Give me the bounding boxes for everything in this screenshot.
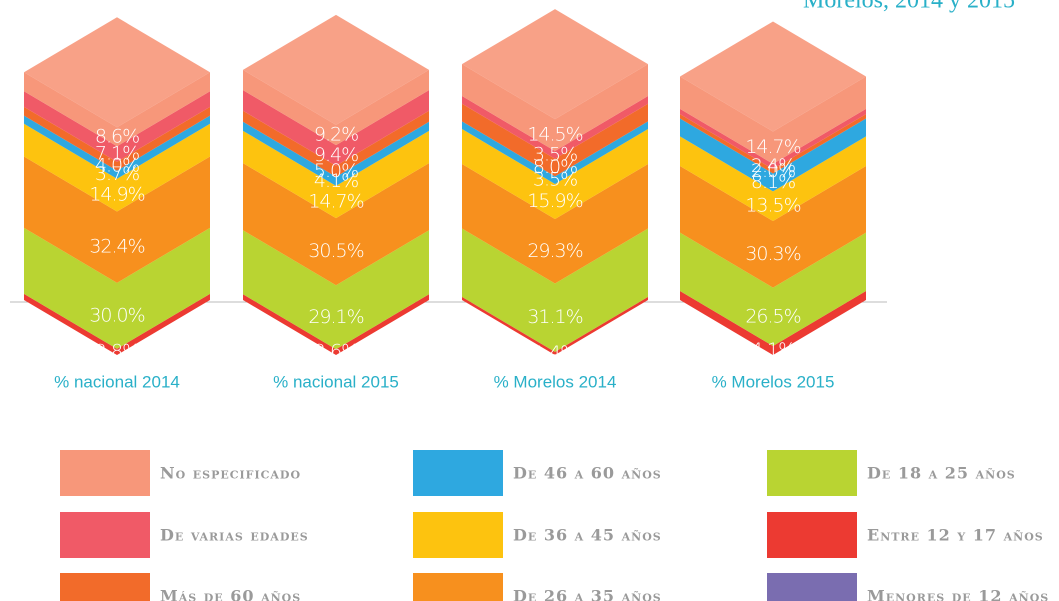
value-label: 30.0% — [89, 304, 144, 326]
value-label: 15.9% — [527, 190, 582, 212]
category-label: % nacional 2014 — [54, 372, 180, 391]
value-label: 8.1% — [751, 171, 795, 193]
segment — [680, 232, 866, 346]
legend-swatch — [767, 512, 857, 558]
category-label: % nacional 2015 — [273, 372, 399, 391]
value-label: 14.7% — [745, 136, 800, 158]
top-face — [680, 21, 866, 132]
value-label: 9.2% — [314, 124, 358, 146]
value-label: 2.6% — [314, 341, 358, 363]
segment — [243, 90, 429, 166]
value-label: 29.1% — [308, 306, 363, 328]
segment — [243, 69, 429, 146]
segment — [24, 156, 210, 283]
value-label: 4.1% — [314, 170, 358, 192]
segment — [243, 230, 429, 350]
value-label: 5.0% — [314, 160, 358, 182]
segment — [243, 110, 429, 177]
value-label: 3.7% — [95, 163, 139, 185]
value-label: 4.1% — [751, 339, 795, 361]
value-label: 2.8% — [95, 340, 139, 362]
segment — [24, 72, 210, 147]
value-label: 1.4% — [533, 342, 577, 364]
segment — [462, 164, 648, 284]
legend-label: Menores de 12 años — [867, 587, 1049, 601]
legend-label: De 46 a 60 años — [513, 464, 662, 483]
legend-swatch — [60, 450, 150, 496]
legend-label: No especificado — [160, 464, 301, 483]
value-label: 3.5% — [533, 143, 577, 165]
segment — [462, 129, 648, 220]
legend-label: Más de 60 años — [160, 587, 301, 601]
category-label: % Morelos 2015 — [712, 372, 835, 391]
value-label: 7.1% — [95, 143, 139, 165]
value-label: 9.4% — [314, 144, 358, 166]
legend-swatch — [767, 450, 857, 496]
segment — [24, 91, 210, 162]
segment — [462, 103, 648, 177]
value-label: 3.5% — [533, 169, 577, 191]
legend-label: De 26 a 35 años — [513, 587, 662, 601]
legend-swatch — [413, 450, 503, 496]
legend-label: De 18 a 25 años — [867, 464, 1016, 483]
segment — [24, 123, 210, 212]
segment — [680, 136, 866, 222]
value-label: 26.5% — [745, 305, 800, 327]
category-label: % Morelos 2014 — [494, 372, 617, 391]
value-label: 29.3% — [527, 240, 582, 262]
legend-swatch — [413, 573, 503, 601]
segment — [243, 163, 429, 286]
segment — [462, 64, 648, 152]
legend-label: Entre 12 y 17 años — [867, 526, 1044, 545]
legend-swatch — [767, 573, 857, 601]
value-label: 32.4% — [89, 236, 144, 258]
value-label: 14.9% — [89, 184, 144, 206]
value-label: 8.0% — [533, 156, 577, 178]
value-label: 2.4% — [751, 155, 795, 177]
segment — [680, 76, 866, 164]
value-label: 31.1% — [527, 306, 582, 328]
chart-title: Morelos, 2014 y 2015 — [803, 0, 1015, 14]
legend-swatch — [60, 512, 150, 558]
value-label: 14.5% — [527, 124, 582, 146]
value-label: 30.3% — [745, 243, 800, 265]
legend-label: De varias edades — [160, 526, 309, 545]
value-label: 4.0% — [95, 155, 139, 177]
value-label: 8.6% — [95, 125, 139, 147]
legend-swatch — [60, 573, 150, 601]
legend-label: De 36 a 45 años — [513, 526, 662, 545]
value-label: 14.7% — [308, 190, 363, 212]
value-label: 30.5% — [308, 240, 363, 262]
value-label: 13.5% — [745, 195, 800, 217]
legend-swatch — [413, 512, 503, 558]
segment — [680, 166, 866, 288]
segment — [680, 118, 866, 192]
segment — [24, 227, 210, 349]
value-label: 2.0% — [751, 160, 795, 182]
segment — [462, 228, 648, 352]
segment — [243, 130, 429, 219]
